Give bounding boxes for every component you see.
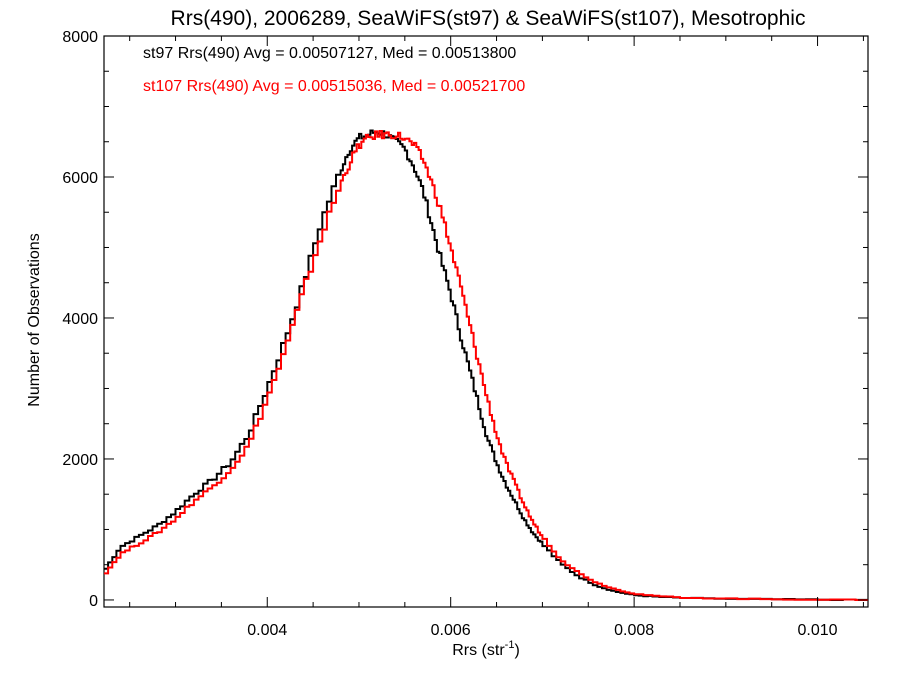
series-line-st107	[104, 130, 868, 601]
axis-ticks: 0.004 0.006 0.008 0.010 0 2000 4000 6000 8000	[62, 29, 868, 639]
plot-frame	[103, 35, 869, 608]
x-tick-label: 0.010	[798, 622, 838, 639]
plot-border	[103, 35, 869, 608]
y-tick-label: 2000	[62, 452, 98, 469]
series-line-st97	[104, 129, 868, 601]
x-tick-label: 0.004	[247, 622, 287, 639]
series-layer	[104, 129, 868, 601]
annotation-st97: st97 Rrs(490) Avg = 0.00507127, Med = 0.…	[143, 45, 516, 62]
y-tick-label: 4000	[62, 311, 98, 328]
y-axis-label: Number of Observations	[26, 233, 43, 406]
y-tick-label: 6000	[62, 170, 98, 187]
x-axis-label: Rrs (str-1)	[452, 639, 520, 659]
x-axis-label-close: )	[514, 642, 519, 659]
y-tick-label: 8000	[62, 29, 98, 46]
x-axis-label-superscript: -1	[505, 639, 515, 651]
x-tick-label: 0.006	[431, 622, 471, 639]
y-tick-label: 0	[89, 593, 98, 610]
x-tick-label: 0.008	[614, 622, 654, 639]
chart-title: Rrs(490), 2006289, SeaWiFS(st97) & SeaWi…	[171, 7, 806, 30]
annotation-st107: st107 Rrs(490) Avg = 0.00515036, Med = 0…	[143, 78, 525, 95]
x-axis-label-base: Rrs (str	[452, 642, 505, 659]
